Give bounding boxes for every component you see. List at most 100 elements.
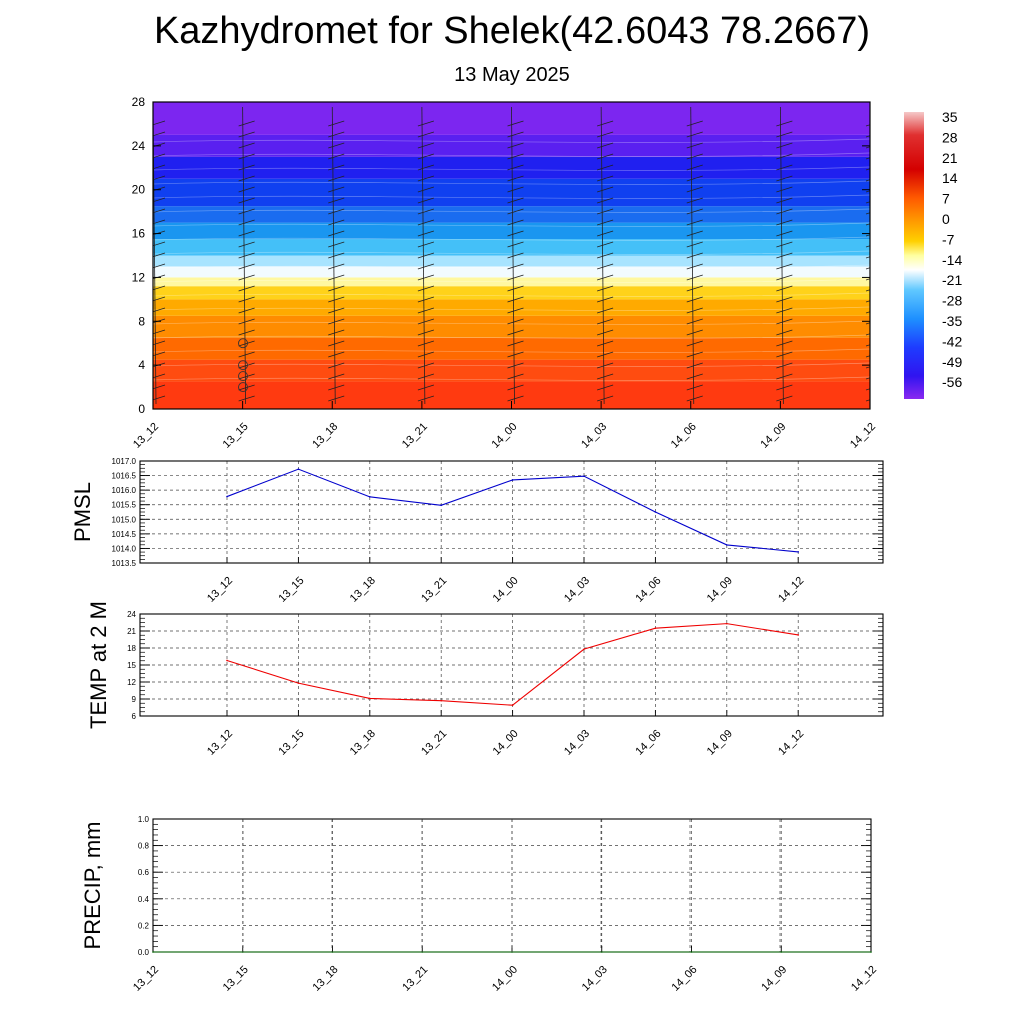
x-tick-label: 13_18 xyxy=(311,964,341,994)
wind-barb xyxy=(776,131,793,138)
x-tick-label: 14_09 xyxy=(759,964,789,994)
pmsl-point xyxy=(369,496,371,498)
x-tick-label: 13_15 xyxy=(276,728,306,758)
y-tick-label: 1017.0 xyxy=(112,457,137,466)
wind-barb xyxy=(417,241,434,248)
wind-barb xyxy=(238,340,255,347)
wind-barb xyxy=(328,285,345,292)
wind-barb xyxy=(153,120,166,126)
pmsl-point xyxy=(726,544,728,546)
wind-barb xyxy=(507,142,524,149)
temperature-band xyxy=(153,255,870,267)
wind-barb xyxy=(776,142,793,149)
wind-barb xyxy=(776,362,793,369)
x-tick-label: 14_12 xyxy=(776,728,806,758)
wind-barb xyxy=(328,329,345,336)
pmsl-point xyxy=(511,479,514,481)
wind-barb xyxy=(776,329,793,336)
wind-barb xyxy=(686,230,703,237)
plot-frame xyxy=(139,613,884,717)
wind-barb xyxy=(865,311,870,314)
wind-barb xyxy=(238,351,255,358)
colorbar-label: -56 xyxy=(942,374,962,390)
wind-barb xyxy=(153,384,166,390)
precip-axis-label: PRECIP, mm xyxy=(80,822,105,950)
wind-barb xyxy=(328,164,345,171)
wind-barb xyxy=(328,351,345,358)
x-tick-label: 13_12 xyxy=(205,575,235,605)
precip-point xyxy=(690,951,693,953)
wind-barb xyxy=(776,307,793,314)
wind-barb xyxy=(507,296,524,303)
wind-barb xyxy=(238,142,255,149)
x-tick-label: 14_09 xyxy=(705,728,735,758)
contour-line xyxy=(153,194,870,199)
wind-barb xyxy=(238,362,255,369)
wind-barb xyxy=(153,329,166,335)
plot-frame xyxy=(139,460,884,564)
wind-barb xyxy=(417,197,434,204)
wind-barb xyxy=(238,252,255,259)
wind-barb xyxy=(507,131,524,138)
y-tick-label: 1013.5 xyxy=(112,559,137,568)
wind-barb xyxy=(865,289,870,292)
contour-line xyxy=(153,320,870,325)
wind-barb xyxy=(865,278,870,281)
wind-barb xyxy=(597,197,614,204)
wind-barb xyxy=(238,120,255,127)
wind-barb xyxy=(865,399,870,402)
wind-barb xyxy=(686,175,703,182)
precip-panel: 1.0 0.8 0.6 0.4 0.2 0.0 13_12 13_15 13_18 13_21 14… xyxy=(80,815,879,994)
wind-barb xyxy=(417,395,434,402)
wind-barb xyxy=(417,351,434,358)
colorbar-label: 28 xyxy=(942,129,958,145)
wind-barb xyxy=(328,362,345,369)
wind-barb xyxy=(417,175,434,182)
wind-barb xyxy=(153,395,166,401)
wind-barb-staff xyxy=(331,106,336,405)
wind-barb xyxy=(776,274,793,281)
y-tick-label: 21 xyxy=(127,627,136,636)
wind-barb xyxy=(238,219,255,226)
contour-line xyxy=(153,166,870,171)
wind-barb xyxy=(776,153,793,160)
x-tick-label: 14_06 xyxy=(633,728,663,758)
wind-barb xyxy=(238,164,255,171)
colorbar-label: 35 xyxy=(942,109,958,125)
wind-barb xyxy=(686,274,703,281)
wind-barb xyxy=(417,186,434,193)
contour-line xyxy=(153,208,870,213)
wind-barb xyxy=(686,120,703,127)
wind-barb xyxy=(776,175,793,182)
y-tick-label: 1014.5 xyxy=(112,530,137,539)
wind-barb xyxy=(417,153,434,160)
wind-barb xyxy=(328,384,345,391)
temperature-profile-panel: 0 4 8 12 16 20 24 28 13_12 13_15 13_18 13_21 14_00 14… xyxy=(131,95,878,451)
wind-barb xyxy=(865,300,870,303)
wind-barb xyxy=(776,252,793,259)
contour-line xyxy=(153,292,870,297)
temperature-band xyxy=(153,239,870,256)
wind-barb xyxy=(328,230,345,237)
y-tick-label: 6 xyxy=(132,712,137,721)
wind-barb xyxy=(686,373,703,380)
wind-barb xyxy=(686,241,703,248)
wind-barb xyxy=(328,340,345,347)
x-tick-label: 14_00 xyxy=(490,964,520,994)
wind-barb xyxy=(153,175,166,181)
wind-barb xyxy=(417,274,434,281)
wind-barb xyxy=(865,223,870,226)
colorbar: 35 28 21 14 7 0 -7 -14 -21 -28 -35 -42 -49 -56 xyxy=(904,109,962,399)
temp-2m-point xyxy=(583,648,585,650)
wind-barb xyxy=(417,120,434,127)
wind-barb xyxy=(597,175,614,182)
wind-barb xyxy=(153,296,166,302)
temperature-band xyxy=(153,206,870,223)
wind-barb xyxy=(686,362,703,369)
wind-barb xyxy=(507,186,524,193)
wind-barb xyxy=(686,131,703,138)
wind-barb xyxy=(686,329,703,336)
wind-barb xyxy=(865,146,870,149)
wind-barb xyxy=(238,329,255,336)
wind-barb xyxy=(865,388,870,391)
